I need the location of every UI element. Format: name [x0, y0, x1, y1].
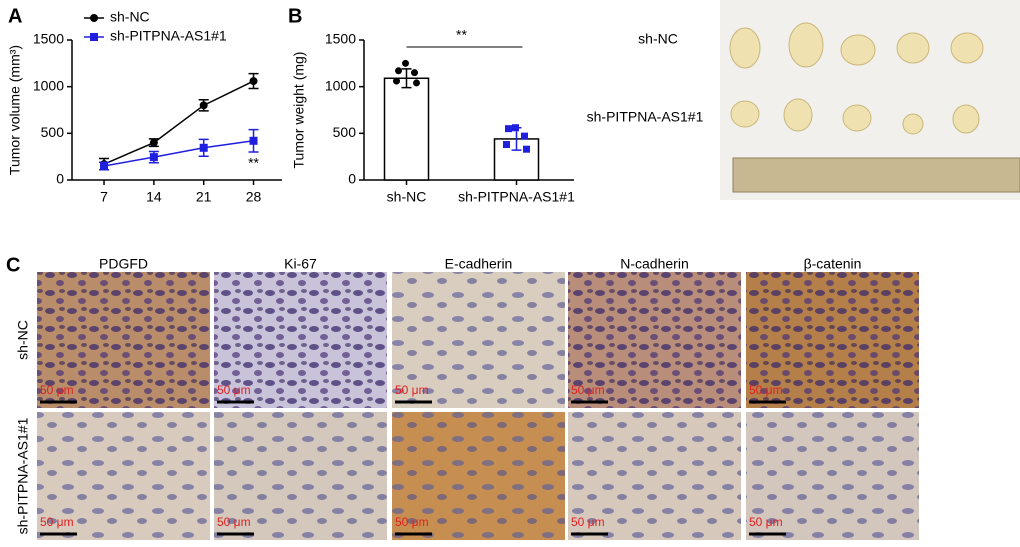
annotation: ** [456, 27, 467, 43]
y-tick-label: 1500 [33, 31, 64, 47]
data-point [521, 132, 528, 140]
marker [149, 138, 158, 147]
scale-bar-label: 50 μm [395, 383, 429, 397]
bar [383, 77, 430, 181]
x-tick-label: 14 [146, 189, 162, 205]
marker [199, 143, 208, 152]
y-axis-title: Tumor volume (mm³) [7, 45, 23, 175]
micrograph-cells [392, 272, 565, 408]
column-header: β-catenin [804, 256, 862, 272]
legend-marker [90, 14, 98, 22]
y-tick-label: 500 [41, 124, 65, 140]
marker [100, 162, 109, 170]
x-tick-label: 28 [246, 189, 262, 205]
marker [149, 153, 158, 162]
ruler [732, 157, 1020, 193]
y-tick-label: 0 [348, 171, 356, 187]
column-header: Ki-67 [284, 256, 317, 272]
data-point [413, 79, 420, 87]
marker [199, 101, 208, 110]
tumors [729, 22, 984, 135]
x-tick-label: sh-NC [387, 189, 427, 205]
annotation: ** [248, 155, 259, 171]
micrograph-cells [37, 412, 210, 540]
micrograph-cells [568, 272, 741, 408]
scale-bar-label: 50 μm [217, 515, 251, 529]
micrograph-cells [37, 272, 210, 408]
column-header: E-cadherin [445, 256, 513, 272]
micrograph-cells [746, 412, 919, 540]
data-point [411, 69, 418, 77]
scale-bar-label: 50 μm [217, 383, 251, 397]
scale-bar-label: 50 μm [749, 515, 783, 529]
y-tick-label: 1000 [325, 77, 356, 93]
scale-bar-label: 50 μm [40, 383, 74, 397]
panel-label: B [288, 5, 302, 27]
data-point [402, 59, 409, 67]
y-tick-label: 1500 [325, 31, 356, 47]
legend-marker [90, 33, 98, 41]
scale-bar-label: 50 μm [571, 383, 605, 397]
y-axis-title: Tumor weight (mg) [291, 52, 307, 169]
micrograph-cells [392, 412, 565, 540]
panel-label: A [8, 5, 22, 27]
micrograph-cells [214, 412, 387, 540]
data-point [505, 125, 512, 133]
data-point [503, 141, 510, 149]
data-point [523, 145, 530, 153]
scale-bar-label: 50 μm [571, 515, 605, 529]
marker [249, 136, 258, 145]
micrograph-cells [746, 272, 919, 408]
scale-bar-label: 50 μm [749, 383, 783, 397]
row-label: sh-NC [15, 320, 31, 360]
error-bar [401, 68, 412, 89]
column-header: PDGFD [99, 256, 148, 272]
marker [249, 77, 258, 86]
legend-label: sh-NC [110, 9, 150, 25]
photo-row-label: sh-NC [638, 31, 678, 47]
data-point [395, 67, 402, 75]
data-point [393, 77, 400, 85]
y-tick-label: 500 [333, 124, 357, 140]
row-label: sh-PITPNA-AS1#1 [15, 417, 31, 534]
x-tick-label: sh-PITPNA-AS1#1 [458, 189, 575, 205]
y-tick-label: 0 [56, 171, 64, 187]
panel-label: C [6, 254, 20, 276]
x-tick-label: 21 [196, 189, 212, 205]
x-tick-label: 7 [100, 189, 108, 205]
column-header: N-cadherin [620, 256, 688, 272]
micrograph-cells [214, 272, 387, 408]
micrograph-cells [568, 412, 741, 540]
series-line [103, 140, 254, 167]
scale-bar-label: 50 μm [395, 515, 429, 529]
y-tick-label: 1000 [33, 77, 64, 93]
legend-label: sh-PITPNA-AS1#1 [110, 28, 227, 44]
series-line [103, 80, 254, 165]
photo-row-label: sh-PITPNA-AS1#1 [587, 109, 704, 125]
data-point [512, 124, 519, 132]
scale-bar-label: 50 μm [40, 515, 74, 529]
